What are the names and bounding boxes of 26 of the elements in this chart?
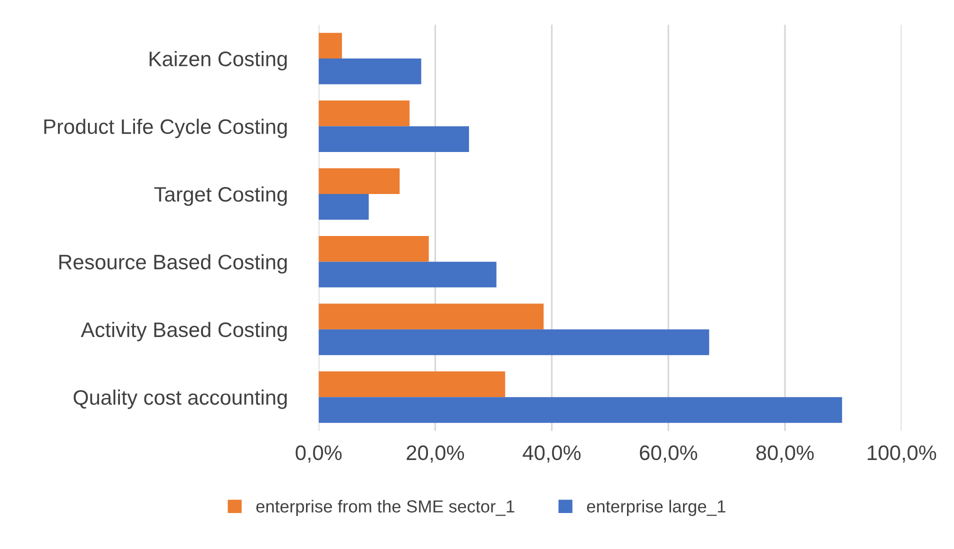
bar: [318, 168, 400, 194]
y-tick-label: Product Life Cycle Costing: [44, 118, 287, 138]
legend-label: enterprise large_1: [587, 500, 726, 516]
bar: [318, 194, 369, 220]
bar: [318, 32, 342, 59]
x-tick-label: 60,0%: [640, 445, 698, 463]
x-tick-label: 80,0%: [756, 445, 814, 463]
y-tick-label: Activity Based Costing: [80, 322, 287, 342]
x-tick-label: 40,0%: [522, 445, 581, 463]
y-tick-label: Resource Based Costing: [59, 254, 287, 274]
bar: [318, 371, 506, 398]
bar: [318, 397, 842, 423]
bar: [318, 329, 710, 356]
bar: [318, 58, 422, 84]
bar: [318, 262, 496, 288]
legend-label: enterprise from the SME sector_1: [256, 500, 514, 516]
x-tick-label: 20,0%: [406, 445, 464, 463]
y-tick-label: Quality cost accounting: [74, 390, 287, 409]
bar: [318, 126, 470, 152]
bar: [318, 304, 544, 330]
bar: [318, 236, 429, 262]
bar: [318, 100, 410, 126]
x-tick-label: 100,0%: [868, 445, 936, 463]
x-tick-label: 0,0%: [296, 445, 342, 463]
y-tick-label: Target Costing: [154, 186, 287, 206]
y-tick-label: Kaizen Costing: [150, 51, 287, 70]
